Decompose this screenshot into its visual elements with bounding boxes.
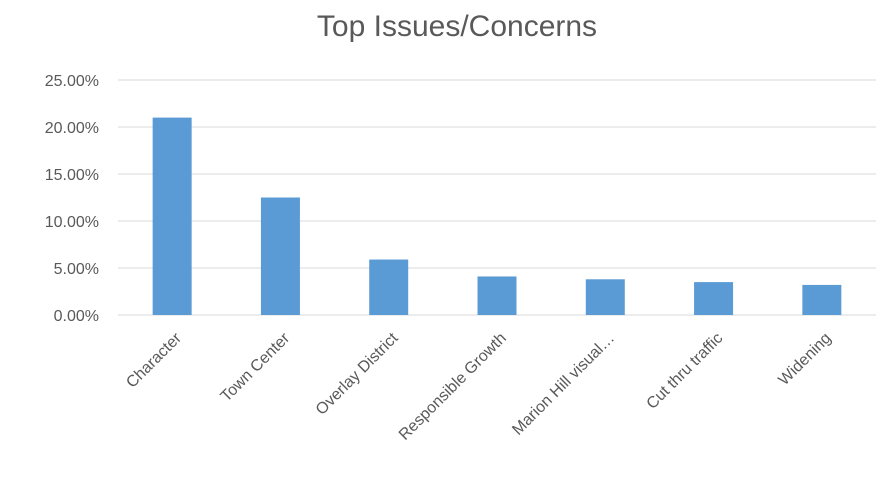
x-tick-label: Widening (775, 330, 834, 389)
bar (477, 276, 517, 315)
x-axis-ticks: Character Town Center Overlay DistrictResp… (123, 329, 834, 443)
bars (152, 117, 842, 315)
bar (369, 259, 409, 315)
x-tick-label: Town Center (218, 329, 294, 405)
bar (152, 117, 192, 315)
bar (694, 282, 734, 315)
y-tick-label: 20.00% (45, 120, 99, 137)
y-tick-label: 25.00% (45, 73, 99, 90)
x-tick-label: Cut thru traffic (644, 330, 727, 413)
y-tick-label: 0.00% (54, 308, 99, 325)
y-tick-label: 10.00% (45, 214, 99, 231)
y-tick-label: 5.00% (54, 261, 99, 278)
x-tick-label: Overlay District (313, 329, 402, 418)
x-tick-label: Character (123, 329, 185, 391)
bar (802, 284, 842, 315)
gridlines (118, 79, 876, 316)
y-axis-ticks: 0.00% 5.00% 10.00% 15.00% 20.00% 25.00% (45, 73, 99, 325)
x-tick-label: Marion Hill visual… (509, 330, 618, 439)
x-tick-label: Responsible Growth (396, 330, 510, 444)
bar (585, 279, 625, 315)
bar (260, 197, 300, 315)
chart-title: Top Issues/Concerns (317, 10, 597, 43)
y-tick-label: 15.00% (45, 167, 99, 184)
